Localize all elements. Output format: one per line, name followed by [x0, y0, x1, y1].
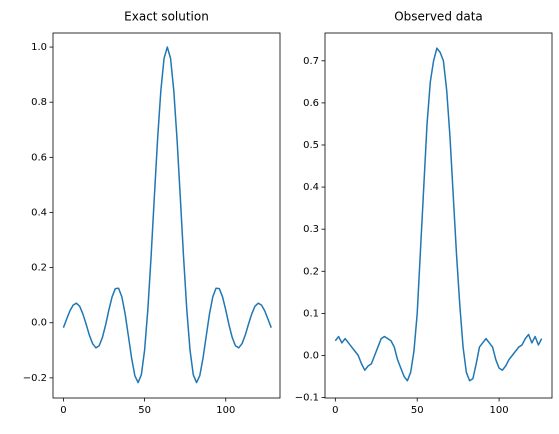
x-tick-label: 100 — [216, 405, 235, 416]
y-tick-label: 0.2 — [303, 266, 319, 277]
x-tick-label: 100 — [490, 405, 509, 416]
chart-title: Exact solution — [124, 10, 209, 24]
x-tick-label: 50 — [411, 405, 424, 416]
y-tick-label: −0.2 — [23, 373, 47, 384]
y-tick-label: 0.8 — [31, 97, 47, 108]
y-tick-label: 0.7 — [303, 56, 319, 67]
data-line — [334, 47, 543, 382]
x-tick-label: 0 — [60, 405, 66, 416]
x-tick-label: 50 — [138, 405, 151, 416]
x-tick-label: 0 — [332, 405, 338, 416]
axes-frame — [52, 32, 281, 399]
y-tick-label: 0.2 — [31, 263, 47, 274]
y-tick-label: −0.1 — [295, 393, 319, 404]
y-tick-label: 0.1 — [303, 308, 319, 319]
y-tick-label: 0.6 — [303, 98, 319, 109]
y-tick-label: 0.5 — [303, 140, 319, 151]
y-tick-label: 0.0 — [303, 350, 319, 361]
axes-frame — [324, 32, 553, 399]
y-tick-label: 0.6 — [31, 152, 47, 163]
y-tick-label: 0.0 — [31, 318, 47, 329]
data-line — [62, 46, 272, 384]
y-tick-label: 0.4 — [31, 207, 47, 218]
chart-title: Observed data — [394, 10, 483, 24]
y-tick-label: 0.3 — [303, 224, 319, 235]
y-tick-label: 0.4 — [303, 182, 319, 193]
y-tick-label: 1.0 — [31, 42, 47, 53]
